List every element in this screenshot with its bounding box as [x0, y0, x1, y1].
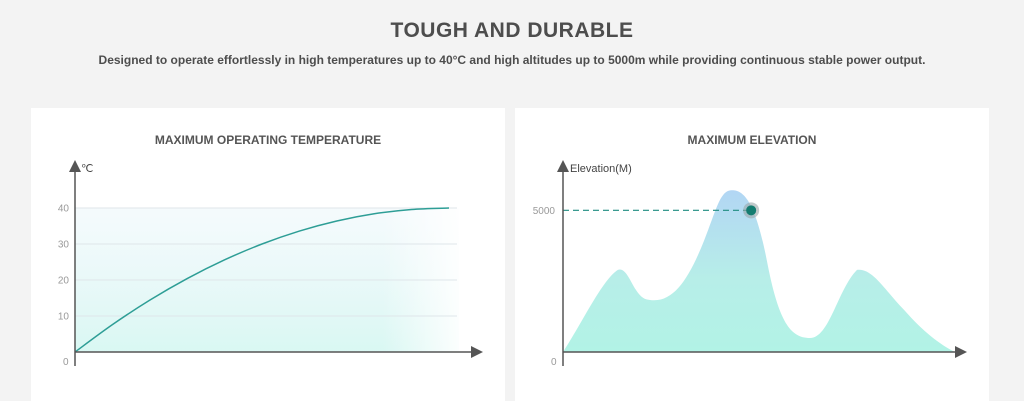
page-title: TOUGH AND DURABLE: [390, 19, 634, 42]
temperature-y-tick: 40: [58, 204, 70, 215]
elevation-y-tick: 5000: [533, 206, 556, 217]
temperature-curve: [74, 207, 450, 353]
elevation-chart-card: MAXIMUM ELEVATION Elevation(M) 0 5000: [515, 108, 989, 401]
elevation-origin-label: 0: [551, 357, 557, 368]
temperature-origin-label: 0: [63, 357, 69, 368]
temperature-chart-title: MAXIMUM OPERATING TEMPERATURE: [154, 133, 382, 147]
elevation-unit-label: Elevation(M): [570, 163, 632, 175]
temperature-y-tick: 10: [58, 312, 70, 323]
temperature-chart-card: MAXIMUM OPERATING TEMPERATURE 10 20 30 40 ℃…: [31, 108, 505, 401]
elevation-marker: [746, 205, 757, 216]
page-subtitle: Designed to operate effortlessly in high…: [98, 53, 926, 67]
elevation-chart-title: MAXIMUM ELEVATION: [687, 133, 817, 147]
temperature-unit-label: ℃: [81, 163, 93, 175]
temperature-y-tick: 30: [58, 240, 70, 251]
elevation-mountain-area: [563, 190, 955, 352]
temperature-y-tick: 20: [58, 276, 70, 287]
temperature-chart: 10 20 30 40 ℃ 0: [58, 160, 483, 368]
elevation-chart: Elevation(M) 0 5000: [533, 160, 967, 368]
